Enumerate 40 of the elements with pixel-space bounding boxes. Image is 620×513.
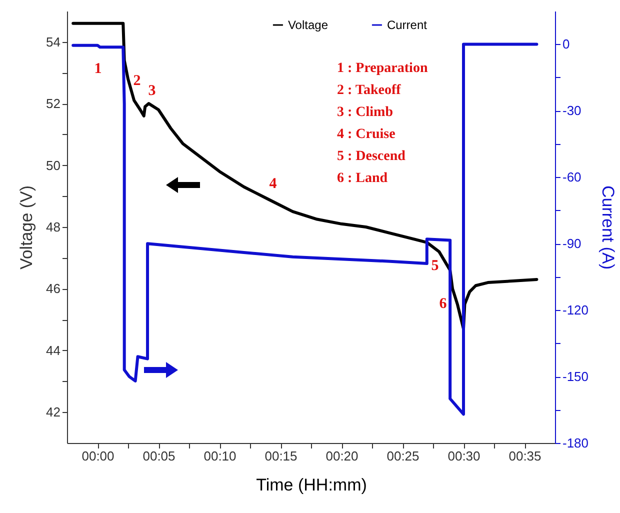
annotation: 2 [133, 73, 141, 89]
y2-axis-title: Current (A) [598, 185, 618, 270]
x-tick-label: 00:30 [448, 448, 480, 464]
y-tick-label: 42 [46, 404, 60, 420]
annotation: 2 : Takeoff [337, 83, 402, 98]
legend-label: Voltage [288, 18, 328, 32]
y2-tick-label: -180 [562, 436, 589, 450]
line-series [72, 42, 538, 416]
x-axis-title: Time (HH:mm) [256, 476, 367, 494]
x-tick-label: 00:20 [326, 448, 358, 464]
x-tick-label: 00:00 [82, 448, 114, 464]
y-tick-label: 54 [46, 34, 60, 50]
y2-tick-label: -60 [562, 170, 582, 185]
y-tick-label: 50 [46, 158, 60, 173]
legend-label: Current [386, 18, 428, 32]
y-axis-title: Voltage (V) [17, 185, 36, 270]
y2-tick-label: 0 [562, 36, 570, 52]
x-tick-label: 00:10 [204, 448, 236, 464]
y2-tick-label: -120 [562, 302, 589, 318]
y-tick-label: 52 [46, 96, 60, 112]
y-tick-label: 46 [46, 281, 60, 296]
annotation: 5 : Descend [337, 149, 406, 164]
x-tick-label: 00:25 [386, 448, 420, 464]
annotation: 1 [94, 61, 102, 77]
annotation: 4 : Cruise [337, 127, 396, 142]
annotation: 6 : Land [337, 171, 388, 186]
y2-tick-label: -90 [562, 236, 582, 252]
annotation: 6 [439, 296, 448, 312]
annotation: 1 : Preparation [337, 61, 428, 76]
y2-tick-label: -30 [562, 103, 582, 118]
annotation: 3 : Climb [337, 105, 394, 120]
annotation: 3 [148, 83, 156, 99]
y-tick-label: 48 [46, 220, 60, 234]
x-tick-label: 00:35 [508, 448, 542, 464]
y-tick-label: 44 [46, 342, 60, 358]
annotation: 4 [269, 176, 278, 192]
annotation: 5 [431, 258, 439, 274]
y2-tick-label: -150 [562, 369, 589, 384]
x-tick-label: 00:05 [142, 448, 176, 464]
x-tick-label: 00:15 [264, 448, 298, 464]
